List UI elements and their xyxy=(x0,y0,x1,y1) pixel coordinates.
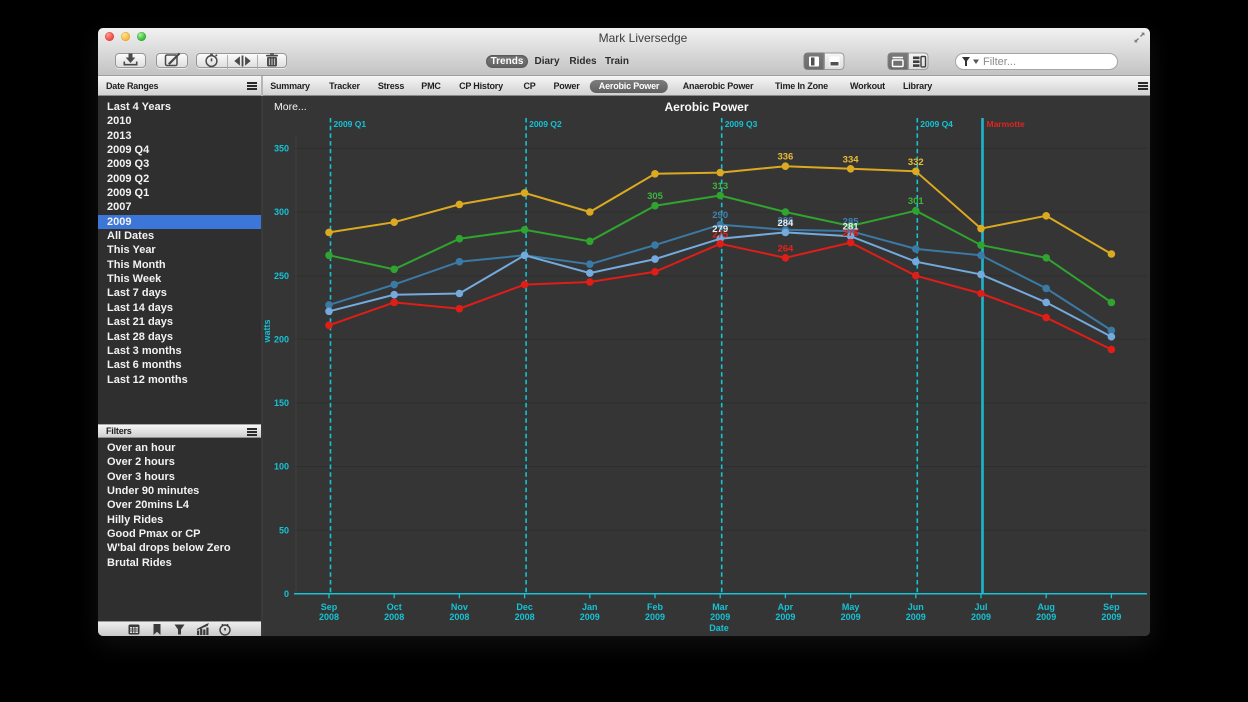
svg-text:350: 350 xyxy=(274,144,289,154)
svg-text:284: 284 xyxy=(777,218,794,229)
svg-text:Aug: Aug xyxy=(1037,602,1055,612)
svg-text:264: 264 xyxy=(777,243,794,254)
svg-text:Marmotte: Marmotte xyxy=(987,119,1026,129)
svg-text:305: 305 xyxy=(647,191,664,202)
svg-text:290: 290 xyxy=(712,210,728,221)
svg-text:2008: 2008 xyxy=(319,612,339,622)
svg-text:2009: 2009 xyxy=(841,612,861,622)
svg-text:0: 0 xyxy=(284,589,289,599)
svg-text:2009: 2009 xyxy=(1101,612,1121,622)
svg-text:2009: 2009 xyxy=(710,612,730,622)
svg-text:2009: 2009 xyxy=(1036,612,1056,622)
svg-text:2009: 2009 xyxy=(775,612,795,622)
svg-text:313: 313 xyxy=(712,181,728,192)
svg-text:285: 285 xyxy=(843,217,860,228)
svg-text:2008: 2008 xyxy=(384,612,404,622)
svg-text:2009: 2009 xyxy=(580,612,600,622)
svg-text:2009: 2009 xyxy=(645,612,665,622)
svg-text:Mar: Mar xyxy=(712,602,729,612)
svg-text:Jul: Jul xyxy=(974,602,987,612)
svg-text:2008: 2008 xyxy=(449,612,469,622)
svg-text:334: 334 xyxy=(843,154,860,165)
svg-text:Jun: Jun xyxy=(908,602,924,612)
svg-text:336: 336 xyxy=(777,152,793,163)
svg-text:watts: watts xyxy=(263,319,272,343)
svg-text:Nov: Nov xyxy=(451,602,468,612)
svg-text:2009 Q1: 2009 Q1 xyxy=(334,119,367,129)
svg-text:276: 276 xyxy=(843,228,859,239)
svg-text:301: 301 xyxy=(908,196,925,207)
svg-text:2009 Q2: 2009 Q2 xyxy=(529,119,562,129)
svg-text:200: 200 xyxy=(274,335,289,345)
svg-text:150: 150 xyxy=(274,398,289,408)
svg-text:Apr: Apr xyxy=(778,602,794,612)
svg-text:Feb: Feb xyxy=(647,602,664,612)
svg-text:Date: Date xyxy=(709,623,729,633)
svg-text:2008: 2008 xyxy=(515,612,535,622)
svg-text:Jan: Jan xyxy=(582,602,598,612)
svg-text:2009 Q3: 2009 Q3 xyxy=(725,119,758,129)
svg-text:2009 Q4: 2009 Q4 xyxy=(920,119,953,129)
svg-text:281: 281 xyxy=(843,222,860,233)
svg-text:2009: 2009 xyxy=(971,612,991,622)
svg-text:250: 250 xyxy=(274,271,289,281)
svg-text:May: May xyxy=(842,602,860,612)
svg-text:Sep: Sep xyxy=(1103,602,1120,612)
svg-text:279: 279 xyxy=(712,224,728,235)
svg-text:275: 275 xyxy=(712,229,729,240)
svg-text:Oct: Oct xyxy=(387,602,402,612)
svg-text:286: 286 xyxy=(777,215,793,226)
svg-text:2009: 2009 xyxy=(906,612,926,622)
svg-text:100: 100 xyxy=(274,462,289,472)
svg-text:Dec: Dec xyxy=(516,602,533,612)
svg-text:Sep: Sep xyxy=(321,602,338,612)
svg-text:300: 300 xyxy=(274,207,289,217)
svg-text:50: 50 xyxy=(279,525,289,535)
svg-text:332: 332 xyxy=(908,157,924,168)
